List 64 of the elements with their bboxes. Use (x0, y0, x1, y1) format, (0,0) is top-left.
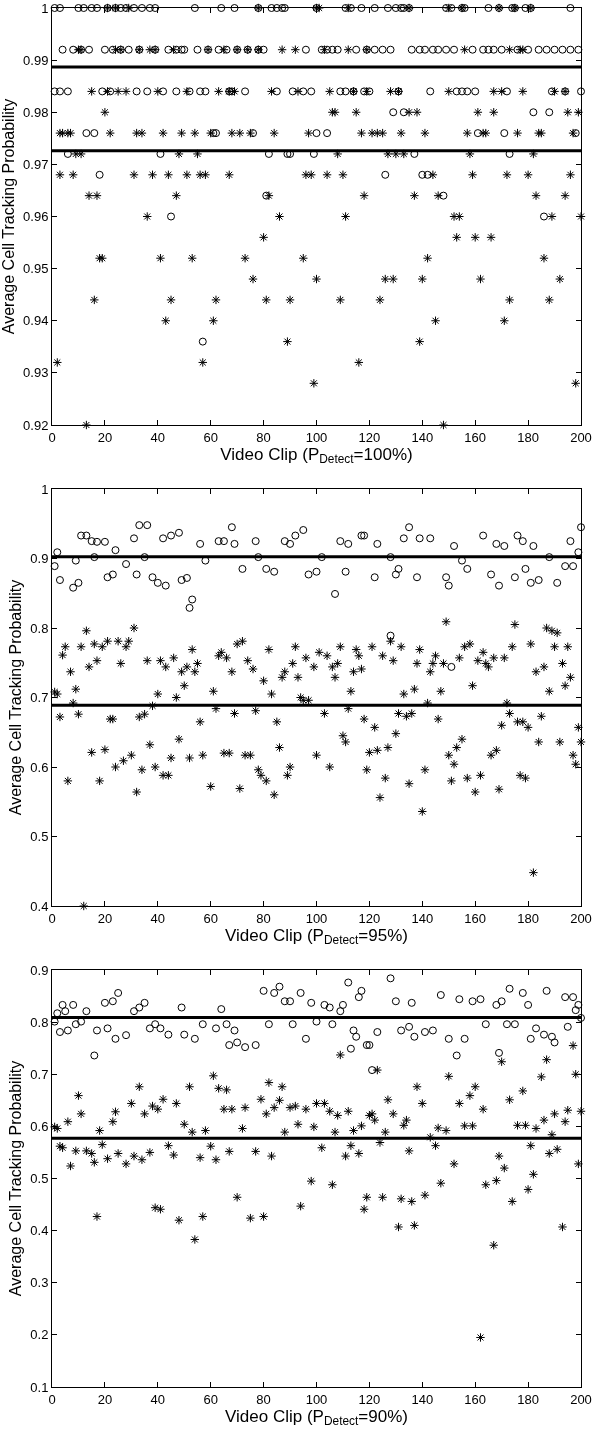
x-tick-label: 160 (464, 910, 487, 926)
x-tick-label: 100 (305, 910, 328, 926)
x-tick-label: 120 (358, 429, 381, 445)
y-axis-title: Average Cell Tracking Probability (7, 579, 25, 816)
x-tick-label: 200 (570, 910, 592, 926)
y-tick-label: 0.4 (30, 898, 49, 914)
x-tick-label: 160 (464, 429, 487, 445)
x-tick-label: 140 (411, 910, 434, 926)
x-tick-label: 0 (48, 1391, 56, 1407)
x-tick-label: 40 (150, 910, 166, 926)
x-tick-label: 0 (48, 910, 56, 926)
y-axis-title: Average Cell Tracking Probability (0, 98, 17, 335)
x-tick-label: 20 (97, 1391, 113, 1407)
y-tick-label: 0.98 (23, 104, 49, 120)
y-axis-title: Average Cell Tracking Probability (7, 1060, 25, 1297)
y-tick-label: 0.8 (30, 1014, 49, 1030)
y-tick-label: 0.1 (30, 1379, 49, 1395)
x-tick-label: 180 (517, 429, 539, 445)
x-tick-label: 200 (570, 429, 592, 445)
y-tick-label: 0.8 (30, 620, 49, 636)
x-tick-label: 80 (256, 1391, 271, 1407)
x-tick-label: 60 (203, 910, 218, 926)
y-tick-label: 0.99 (23, 52, 49, 68)
x-tick-label: 140 (411, 429, 434, 445)
x-tick-label: 120 (358, 1391, 381, 1407)
x-tick-label: 120 (358, 910, 381, 926)
y-tick-label: 0.95 (23, 261, 49, 277)
y-tick-label: 0.92 (23, 417, 49, 433)
y-tick-label: 0.6 (30, 759, 49, 775)
y-tick-label: 0.96 (23, 209, 49, 225)
x-tick-label: 20 (97, 910, 113, 926)
y-tick-label: 0.97 (23, 156, 49, 172)
y-tick-label: 0.5 (30, 829, 49, 845)
x-tick-label: 180 (517, 1391, 539, 1407)
x-tick-label: 40 (150, 1391, 166, 1407)
x-tick-label: 60 (203, 1391, 218, 1407)
y-tick-label: 0.4 (30, 1223, 49, 1239)
x-tick-label: 80 (256, 910, 271, 926)
x-axis-title: Video Clip (P$_{Detect}$=95%) (225, 925, 408, 948)
x-tick-label: 100 (305, 429, 328, 445)
y-tick-label: 0.9 (30, 962, 49, 978)
x-tick-label: 160 (464, 1391, 487, 1407)
y-tick-label: 0.3 (30, 1275, 49, 1291)
x-tick-label: 80 (256, 429, 271, 445)
y-tick-label: 1 (41, 0, 49, 16)
y-tick-label: 0.6 (30, 1118, 49, 1134)
y-tick-label: 0.93 (23, 365, 49, 381)
x-tick-label: 0 (48, 429, 56, 445)
x-axis-title: Video Clip (P$_{Detect}$=90%) (225, 1406, 408, 1429)
y-tick-label: 1 (41, 481, 49, 497)
y-tick-label: 0.2 (30, 1327, 49, 1343)
y-tick-label: 0.7 (30, 1066, 49, 1082)
x-axis-title: Video Clip (P$_{Detect}$=100%) (220, 444, 413, 467)
y-tick-label: 0.5 (30, 1171, 49, 1187)
y-tick-label: 0.7 (30, 690, 49, 706)
x-tick-label: 140 (411, 1391, 434, 1407)
x-tick-label: 200 (570, 1391, 592, 1407)
y-tick-label: 0.94 (23, 313, 49, 329)
x-tick-label: 20 (97, 429, 113, 445)
x-tick-label: 60 (203, 429, 218, 445)
y-tick-label: 0.9 (30, 551, 49, 567)
x-tick-label: 100 (305, 1391, 328, 1407)
x-tick-label: 180 (517, 910, 539, 926)
x-tick-label: 40 (150, 429, 166, 445)
